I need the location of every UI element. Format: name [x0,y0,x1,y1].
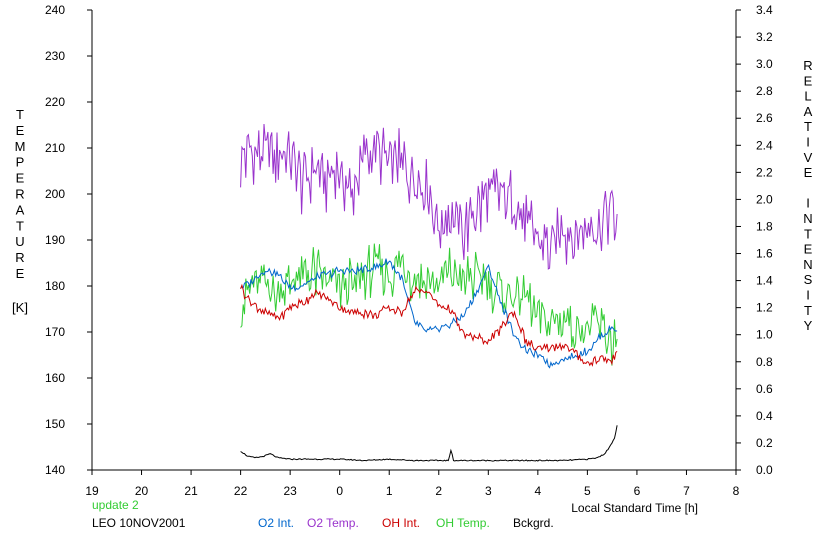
y-right-tick-label: 3.4 [756,3,773,17]
legend: O2 Int. O2 Temp. OH Int. OH Temp. Bckgrd. [258,516,554,530]
legend-item-oh-temp: OH Temp. [436,516,490,530]
x-tick-label: 20 [135,484,149,498]
x-tick-label: 6 [634,484,641,498]
x-tick-label: 1 [386,484,393,498]
y-axis-left-title-letter: R [15,250,24,265]
y-right-tick-label: 1.6 [756,247,773,261]
y-right-tick-label: 0.6 [756,382,773,396]
x-tick-label: 8 [733,484,740,498]
y-right-tick-label: 1.0 [756,328,773,342]
y-axis-right-title-letter: R [803,58,812,73]
y-axis-left-unit: [K] [12,300,28,315]
y-right-tick-label: 2.4 [756,138,773,152]
y-axis-left-title-letter: E [16,123,25,138]
y-right-tick-label: 0.4 [756,409,773,423]
y-axis-left-title-letter: E [16,266,25,281]
y-left-tick-label: 180 [45,279,65,293]
y-left-tick-label: 190 [45,233,65,247]
y-right-tick-label: 2.0 [756,192,773,206]
y-right-tick-label: 3.2 [756,30,773,44]
y-axis-right-title-letter: L [804,89,811,104]
y-axis-right-title-letter: S [804,272,813,287]
y-right-tick-label: 2.2 [756,165,773,179]
y-left-tick-label: 170 [45,325,65,339]
y-left-tick-label: 220 [45,95,65,109]
y-right-tick-label: 2.6 [756,111,773,125]
x-tick-label: 23 [283,484,297,498]
legend-item-o2-int: O2 Int. [258,516,294,530]
x-tick-label: 5 [584,484,591,498]
x-tick-label: 3 [485,484,492,498]
y-axis-left-title-letter: T [16,218,24,233]
series-line-oh-int [240,283,618,367]
status-text: update 2 [92,498,139,512]
y-axis-right-title-letter: N [803,257,812,272]
legend-item-bckgrd: Bckgrd. [513,516,554,530]
series-lines [240,123,618,462]
legend-item-o2-temp: O2 Temp. [307,516,359,530]
y-right-tick-label: 3.0 [756,57,773,71]
station-label: LEO 10NOV2001 [92,516,186,530]
y-right-tick-label: 0.0 [756,463,773,477]
y-axis-right-title-letter: I [806,196,810,211]
y-axis-left-title-letter: E [16,171,25,186]
y-right-tick-label: 0.2 [756,436,773,450]
series-line-o2-int [240,258,618,369]
y-axis-right-title-letter: V [804,150,813,165]
y-axis-right-title-letter: I [806,288,810,303]
x-axis-title: Local Standard Time [h] [571,501,698,515]
y-right-tick-label: 1.2 [756,301,773,315]
y-axis-right-title-letter: T [804,303,812,318]
series-line-oh-temp [240,243,618,366]
plot-area-frame [91,10,737,471]
x-tick-label: 19 [85,484,99,498]
y-left-tick-label: 140 [45,463,65,477]
x-tick-label: 2 [435,484,442,498]
y-axis-right-title-letter: T [804,119,812,134]
y-axis-right-title-letter: N [803,211,812,226]
y-right-tick-label: 1.8 [756,219,773,233]
y-left-tick-label: 230 [45,49,65,63]
y-right-tick-label: 0.8 [756,355,773,369]
series-line-bckgrd [240,425,618,462]
y-left-tick-label: 240 [45,3,65,17]
y-axis-left-title-letter: R [15,187,24,202]
y-axis-right-title-letter: T [804,226,812,241]
x-axis: 19 20 21 22 23 0 1 2 3 4 5 6 7 8 [85,470,740,498]
y-axis-right-title-letter: E [804,73,813,88]
y-axis-right-title-letter: E [804,242,813,257]
y-axis-right: 0.0 0.2 0.4 0.6 0.8 1.0 1.2 1.4 1.6 1.8 2.0 2.2 2.4 2… [736,3,773,477]
y-axis-left-title-letter: U [15,234,24,249]
y-left-tick-label: 210 [45,141,65,155]
y-axis-left-title-letter: A [16,202,25,217]
y-left-tick-label: 200 [45,187,65,201]
y-axis-left-title-letter: M [15,139,26,154]
y-axis-left: 140 150 160 170 180 190 200 210 220 230 240 [45,3,92,477]
legend-item-oh-int: OH Int. [382,516,420,530]
y-axis-left-title-letter: T [16,107,24,122]
y-axis-left-title-letter: P [16,155,25,170]
x-tick-label: 21 [184,484,198,498]
x-tick-label: 7 [683,484,690,498]
y-axis-right-title-letter: Y [804,318,813,333]
series-line-o2-temp [240,123,618,270]
y-axis-right-title-letter: E [804,165,813,180]
x-tick-label: 4 [535,484,542,498]
y-axis-right-title-letter: I [806,135,810,150]
x-tick-label: 0 [336,484,343,498]
y-axis-right-title-letter: A [804,104,813,119]
y-right-tick-label: 2.8 [756,84,773,98]
y-left-tick-label: 160 [45,371,65,385]
x-tick-label: 22 [234,484,248,498]
y-left-tick-label: 150 [45,417,65,431]
y-right-tick-label: 1.4 [756,274,773,288]
